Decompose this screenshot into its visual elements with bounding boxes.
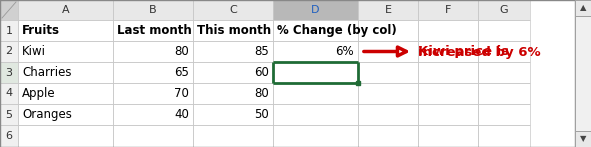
Bar [273,20,358,41]
Text: F: F [445,5,451,15]
Text: 40: 40 [174,108,189,121]
Bar [273,41,358,62]
Text: 80: 80 [254,87,269,100]
Text: Kiwi: Kiwi [22,45,46,58]
Text: 6: 6 [5,131,12,141]
Bar [358,83,418,104]
Bar [418,83,478,104]
Bar [358,62,418,83]
Bar [478,0,530,20]
Bar [113,62,193,83]
Text: 3: 3 [5,67,12,77]
Text: 70: 70 [174,87,189,100]
Bar [0,62,18,83]
Bar [113,0,193,20]
Bar [478,104,530,125]
Bar [0,104,18,125]
Text: G: G [499,5,508,15]
Bar [358,104,418,125]
Text: Kiwi price is: Kiwi price is [418,45,509,58]
Bar [273,125,358,147]
Bar [113,125,193,147]
Text: Fruits: Fruits [22,24,60,37]
Bar [273,0,358,20]
Bar [575,131,591,147]
Bar [193,0,273,20]
Bar [418,20,478,41]
Bar [113,41,193,62]
Bar [358,41,418,62]
Text: 65: 65 [174,66,189,79]
Bar [193,41,273,62]
Text: 5: 5 [5,110,12,120]
Bar [193,125,273,147]
Bar [0,0,18,20]
Text: A: A [61,5,69,15]
Bar [358,20,418,41]
Bar [478,41,530,62]
Text: D: D [311,5,320,15]
Bar [113,83,193,104]
Bar [113,20,193,41]
Text: 4: 4 [5,88,12,98]
Bar [0,20,18,41]
Text: Apple: Apple [22,87,56,100]
Bar [478,62,530,83]
Text: % Change (by col): % Change (by col) [277,24,397,37]
Bar [18,0,113,20]
Bar [418,125,478,147]
Text: 85: 85 [254,45,269,58]
Bar [273,104,358,125]
Bar [0,83,18,104]
Bar [273,62,358,83]
Bar [418,104,478,125]
Text: 1: 1 [5,25,12,35]
Bar [478,83,530,104]
Bar [18,41,113,62]
Bar [273,83,358,104]
Text: Last month: Last month [117,24,191,37]
Bar [418,62,478,83]
Bar [18,62,113,83]
Text: 2: 2 [5,46,12,56]
Text: 50: 50 [254,108,269,121]
Bar [478,125,530,147]
Text: ▼: ▼ [580,135,586,143]
Bar [193,83,273,104]
Bar [418,41,478,62]
Bar [193,62,273,83]
Text: ▲: ▲ [580,4,586,12]
Bar [358,0,418,20]
Bar [478,20,530,41]
Bar [18,83,113,104]
Bar [418,0,478,20]
Text: increased by 6%: increased by 6% [418,46,541,59]
Bar [0,41,18,62]
Text: B: B [149,5,157,15]
Text: 60: 60 [254,66,269,79]
Bar [18,104,113,125]
Bar [18,125,113,147]
Bar [113,104,193,125]
Text: This month: This month [197,24,271,37]
Text: 80: 80 [174,45,189,58]
Bar [575,0,591,16]
Text: E: E [385,5,391,15]
Bar [18,20,113,41]
Bar [193,104,273,125]
Text: Charries: Charries [22,66,72,79]
Text: Oranges: Oranges [22,108,72,121]
Text: C: C [229,5,237,15]
Bar [0,125,18,147]
Bar [358,125,418,147]
Text: 6%: 6% [335,45,354,58]
Bar [575,0,591,147]
Bar [193,20,273,41]
